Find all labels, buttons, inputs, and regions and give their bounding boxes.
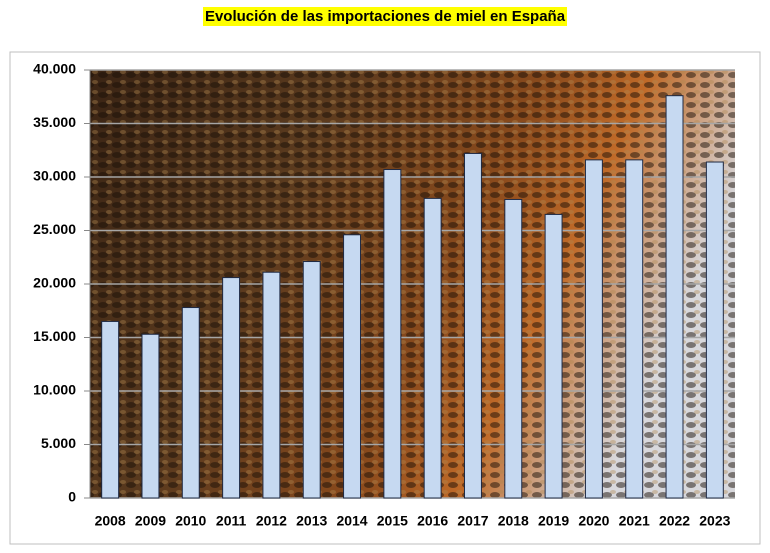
x-tick-label: 2022 bbox=[659, 513, 690, 529]
x-tick-label: 2012 bbox=[256, 513, 287, 529]
bar bbox=[302, 261, 321, 499]
x-tick-label: 2021 bbox=[619, 513, 650, 529]
bar bbox=[141, 333, 160, 499]
y-tick-label: 35.000 bbox=[33, 114, 76, 130]
bar bbox=[181, 307, 200, 499]
x-tick-label: 2008 bbox=[95, 513, 126, 529]
bar bbox=[584, 159, 603, 499]
y-tick-label: 20.000 bbox=[33, 275, 76, 291]
bar bbox=[222, 277, 241, 499]
y-tick-label: 15.000 bbox=[33, 328, 76, 344]
y-tick-label: 30.000 bbox=[33, 168, 76, 184]
x-tick-label: 2014 bbox=[336, 513, 367, 529]
x-tick-label: 2018 bbox=[498, 513, 529, 529]
y-tick-label: 25.000 bbox=[33, 221, 76, 237]
x-tick-label: 2013 bbox=[296, 513, 327, 529]
bar bbox=[343, 234, 361, 499]
y-tick-label: 40.000 bbox=[33, 61, 76, 77]
bar bbox=[705, 161, 724, 499]
plot-texture bbox=[90, 70, 735, 498]
x-tick-label: 2016 bbox=[417, 513, 448, 529]
y-tick-label: 10.000 bbox=[33, 382, 76, 398]
bar bbox=[625, 159, 644, 499]
title-box: Evolución de las importaciones de miel e… bbox=[0, 7, 770, 26]
x-tick-label: 2010 bbox=[175, 513, 206, 529]
chart-title: Evolución de las importaciones de miel e… bbox=[202, 7, 568, 26]
y-tick-label: 0 bbox=[68, 489, 76, 505]
bar bbox=[464, 152, 482, 499]
x-tick-label: 2017 bbox=[457, 513, 488, 529]
bar bbox=[101, 320, 120, 499]
x-tick-label: 2020 bbox=[578, 513, 609, 529]
x-tick-label: 2019 bbox=[538, 513, 569, 529]
bar bbox=[423, 197, 442, 499]
plot-background bbox=[90, 70, 735, 498]
x-tick-label: 2015 bbox=[377, 513, 408, 529]
bar bbox=[262, 271, 281, 499]
bar bbox=[544, 213, 563, 499]
bar bbox=[504, 198, 523, 499]
y-tick-label: 5.000 bbox=[41, 435, 76, 451]
bar bbox=[383, 169, 402, 499]
x-tick-label: 2011 bbox=[216, 513, 247, 529]
x-tick-label: 2023 bbox=[699, 513, 730, 529]
x-tick-label: 2009 bbox=[135, 513, 166, 529]
chart-frame bbox=[9, 51, 761, 545]
bar bbox=[665, 95, 684, 499]
